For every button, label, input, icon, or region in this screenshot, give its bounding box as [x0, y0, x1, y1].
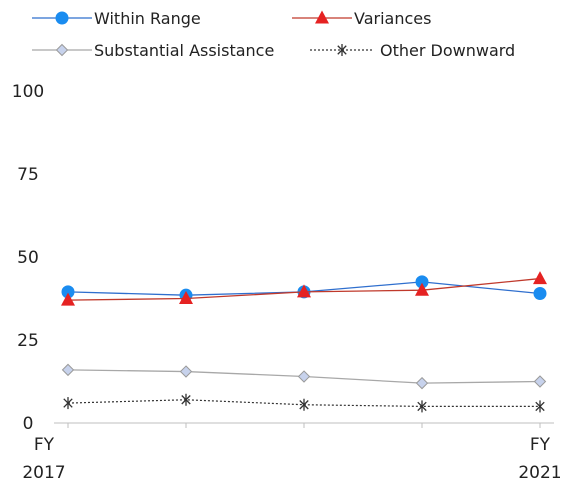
series-other-downward — [63, 393, 545, 413]
data-point — [61, 292, 75, 306]
data-point — [181, 393, 191, 406]
y-tick-label: 25 — [17, 331, 39, 351]
legend-marker — [315, 10, 329, 24]
data-point — [179, 365, 193, 378]
x-tick-label: 2021 — [518, 463, 561, 483]
data-point — [297, 370, 311, 383]
data-point — [61, 363, 75, 377]
data-point — [533, 287, 547, 301]
data-point — [417, 400, 427, 413]
legend-item-within-range: Within Range — [32, 9, 201, 28]
legend-label-variances: Variances — [354, 9, 431, 28]
y-tick-label: 0 — [23, 414, 34, 434]
data-point — [415, 275, 429, 289]
y-tick-label: 50 — [17, 248, 39, 268]
y-tick-label: 75 — [17, 165, 39, 185]
legend-swatch-marker — [55, 11, 69, 25]
data-point — [415, 376, 429, 390]
x-axis: FY 2017 FY 2021 — [22, 422, 562, 483]
legend-swatch-marker — [55, 43, 69, 57]
data-point — [535, 400, 545, 413]
legend-marker — [55, 43, 69, 57]
y-axis: 0 25 50 75 100 — [12, 82, 44, 434]
plot-area — [61, 271, 547, 413]
x-tick-label: 2017 — [22, 463, 65, 483]
legend-label-substantial-assistance: Substantial Assistance — [94, 41, 274, 60]
y-tick-label: 100 — [12, 82, 44, 102]
legend-item-variances: Variances — [292, 9, 431, 28]
data-point — [179, 291, 193, 304]
legend-item-substantial-assistance: Substantial Assistance — [32, 41, 274, 60]
legend-marker — [337, 44, 347, 56]
legend-marker — [55, 11, 69, 25]
legend-item-other-downward: Other Downward — [310, 41, 515, 60]
x-tick-label: FY — [34, 435, 55, 455]
data-point — [299, 398, 309, 411]
legend: Within Range Variances Substantial Assis… — [32, 9, 515, 60]
legend-swatch-marker — [337, 44, 347, 56]
data-point — [63, 397, 73, 410]
series-substantial-assistance — [61, 363, 547, 390]
data-point — [533, 375, 547, 388]
data-point — [415, 282, 429, 296]
legend-swatch-marker — [315, 10, 329, 24]
data-point — [297, 284, 311, 298]
legend-label-within-range: Within Range — [94, 9, 201, 28]
x-tick-label: FY — [530, 435, 551, 455]
data-point — [533, 271, 547, 285]
series-variances — [61, 271, 547, 306]
data-point — [61, 285, 75, 299]
legend-label-other-downward: Other Downward — [380, 41, 515, 60]
